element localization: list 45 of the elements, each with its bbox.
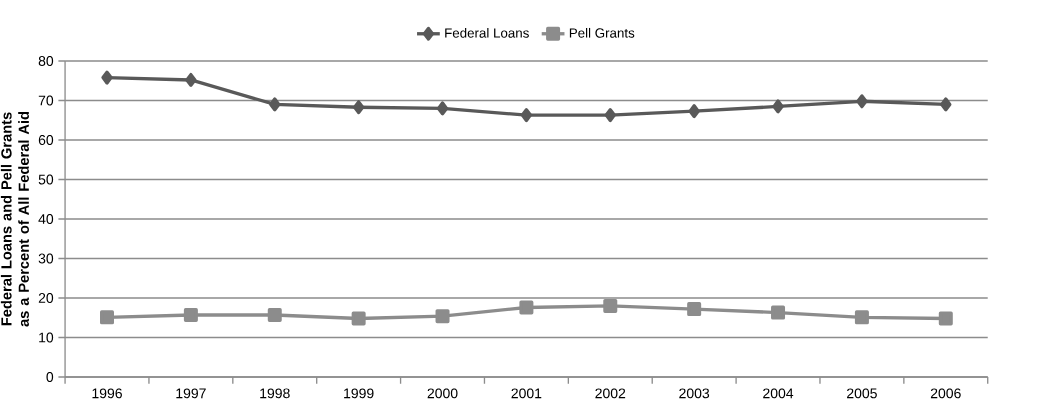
x-tick-label: 2003 xyxy=(679,388,710,399)
point xyxy=(351,311,366,326)
point xyxy=(436,101,449,116)
x-tick-label: 1999 xyxy=(344,388,374,399)
point xyxy=(940,97,952,112)
y-tick-label: 30 xyxy=(38,253,54,264)
x-tick-label: 1996 xyxy=(92,388,122,399)
legend-label: Pell Grants xyxy=(569,27,635,38)
x-tick-label: 2002 xyxy=(595,388,626,399)
y-tick-label: 80 xyxy=(38,56,54,66)
y-tick-label: 0 xyxy=(46,372,54,382)
legend-label: Federal Loans xyxy=(445,27,529,38)
y-axis-title: Federal Loans and Pell Grants as a Percent of All Federal Aid xyxy=(0,112,29,327)
point xyxy=(856,94,868,109)
point xyxy=(352,100,365,115)
point xyxy=(183,307,198,322)
point xyxy=(101,70,113,85)
x-tick-label: 2000 xyxy=(427,388,458,399)
y-tick-label: 70 xyxy=(38,95,54,106)
y-tick-label: 40 xyxy=(38,214,54,224)
point xyxy=(687,302,702,317)
point xyxy=(772,99,784,114)
x-tick-label: 1998 xyxy=(260,388,290,399)
point xyxy=(854,310,869,325)
x-tick-label: 2005 xyxy=(847,388,877,399)
point xyxy=(185,72,197,87)
point xyxy=(435,309,450,324)
x-tick-label: 2004 xyxy=(763,388,794,399)
point xyxy=(771,305,786,320)
point xyxy=(520,108,533,123)
x-tick-label: 2006 xyxy=(930,388,961,399)
point xyxy=(604,108,616,123)
y-tick-label: 10 xyxy=(39,332,54,343)
point xyxy=(938,311,953,326)
x-tick-label: 2001 xyxy=(511,388,542,399)
point xyxy=(267,307,282,322)
point xyxy=(688,104,700,119)
point xyxy=(269,97,281,112)
y-tick-label: 50 xyxy=(38,174,54,185)
point xyxy=(519,300,534,315)
y-tick-label: 20 xyxy=(38,293,54,303)
point xyxy=(603,298,618,313)
point xyxy=(100,310,115,325)
x-tick-label: 1997 xyxy=(176,388,206,399)
y-tick-label: 60 xyxy=(38,135,54,145)
